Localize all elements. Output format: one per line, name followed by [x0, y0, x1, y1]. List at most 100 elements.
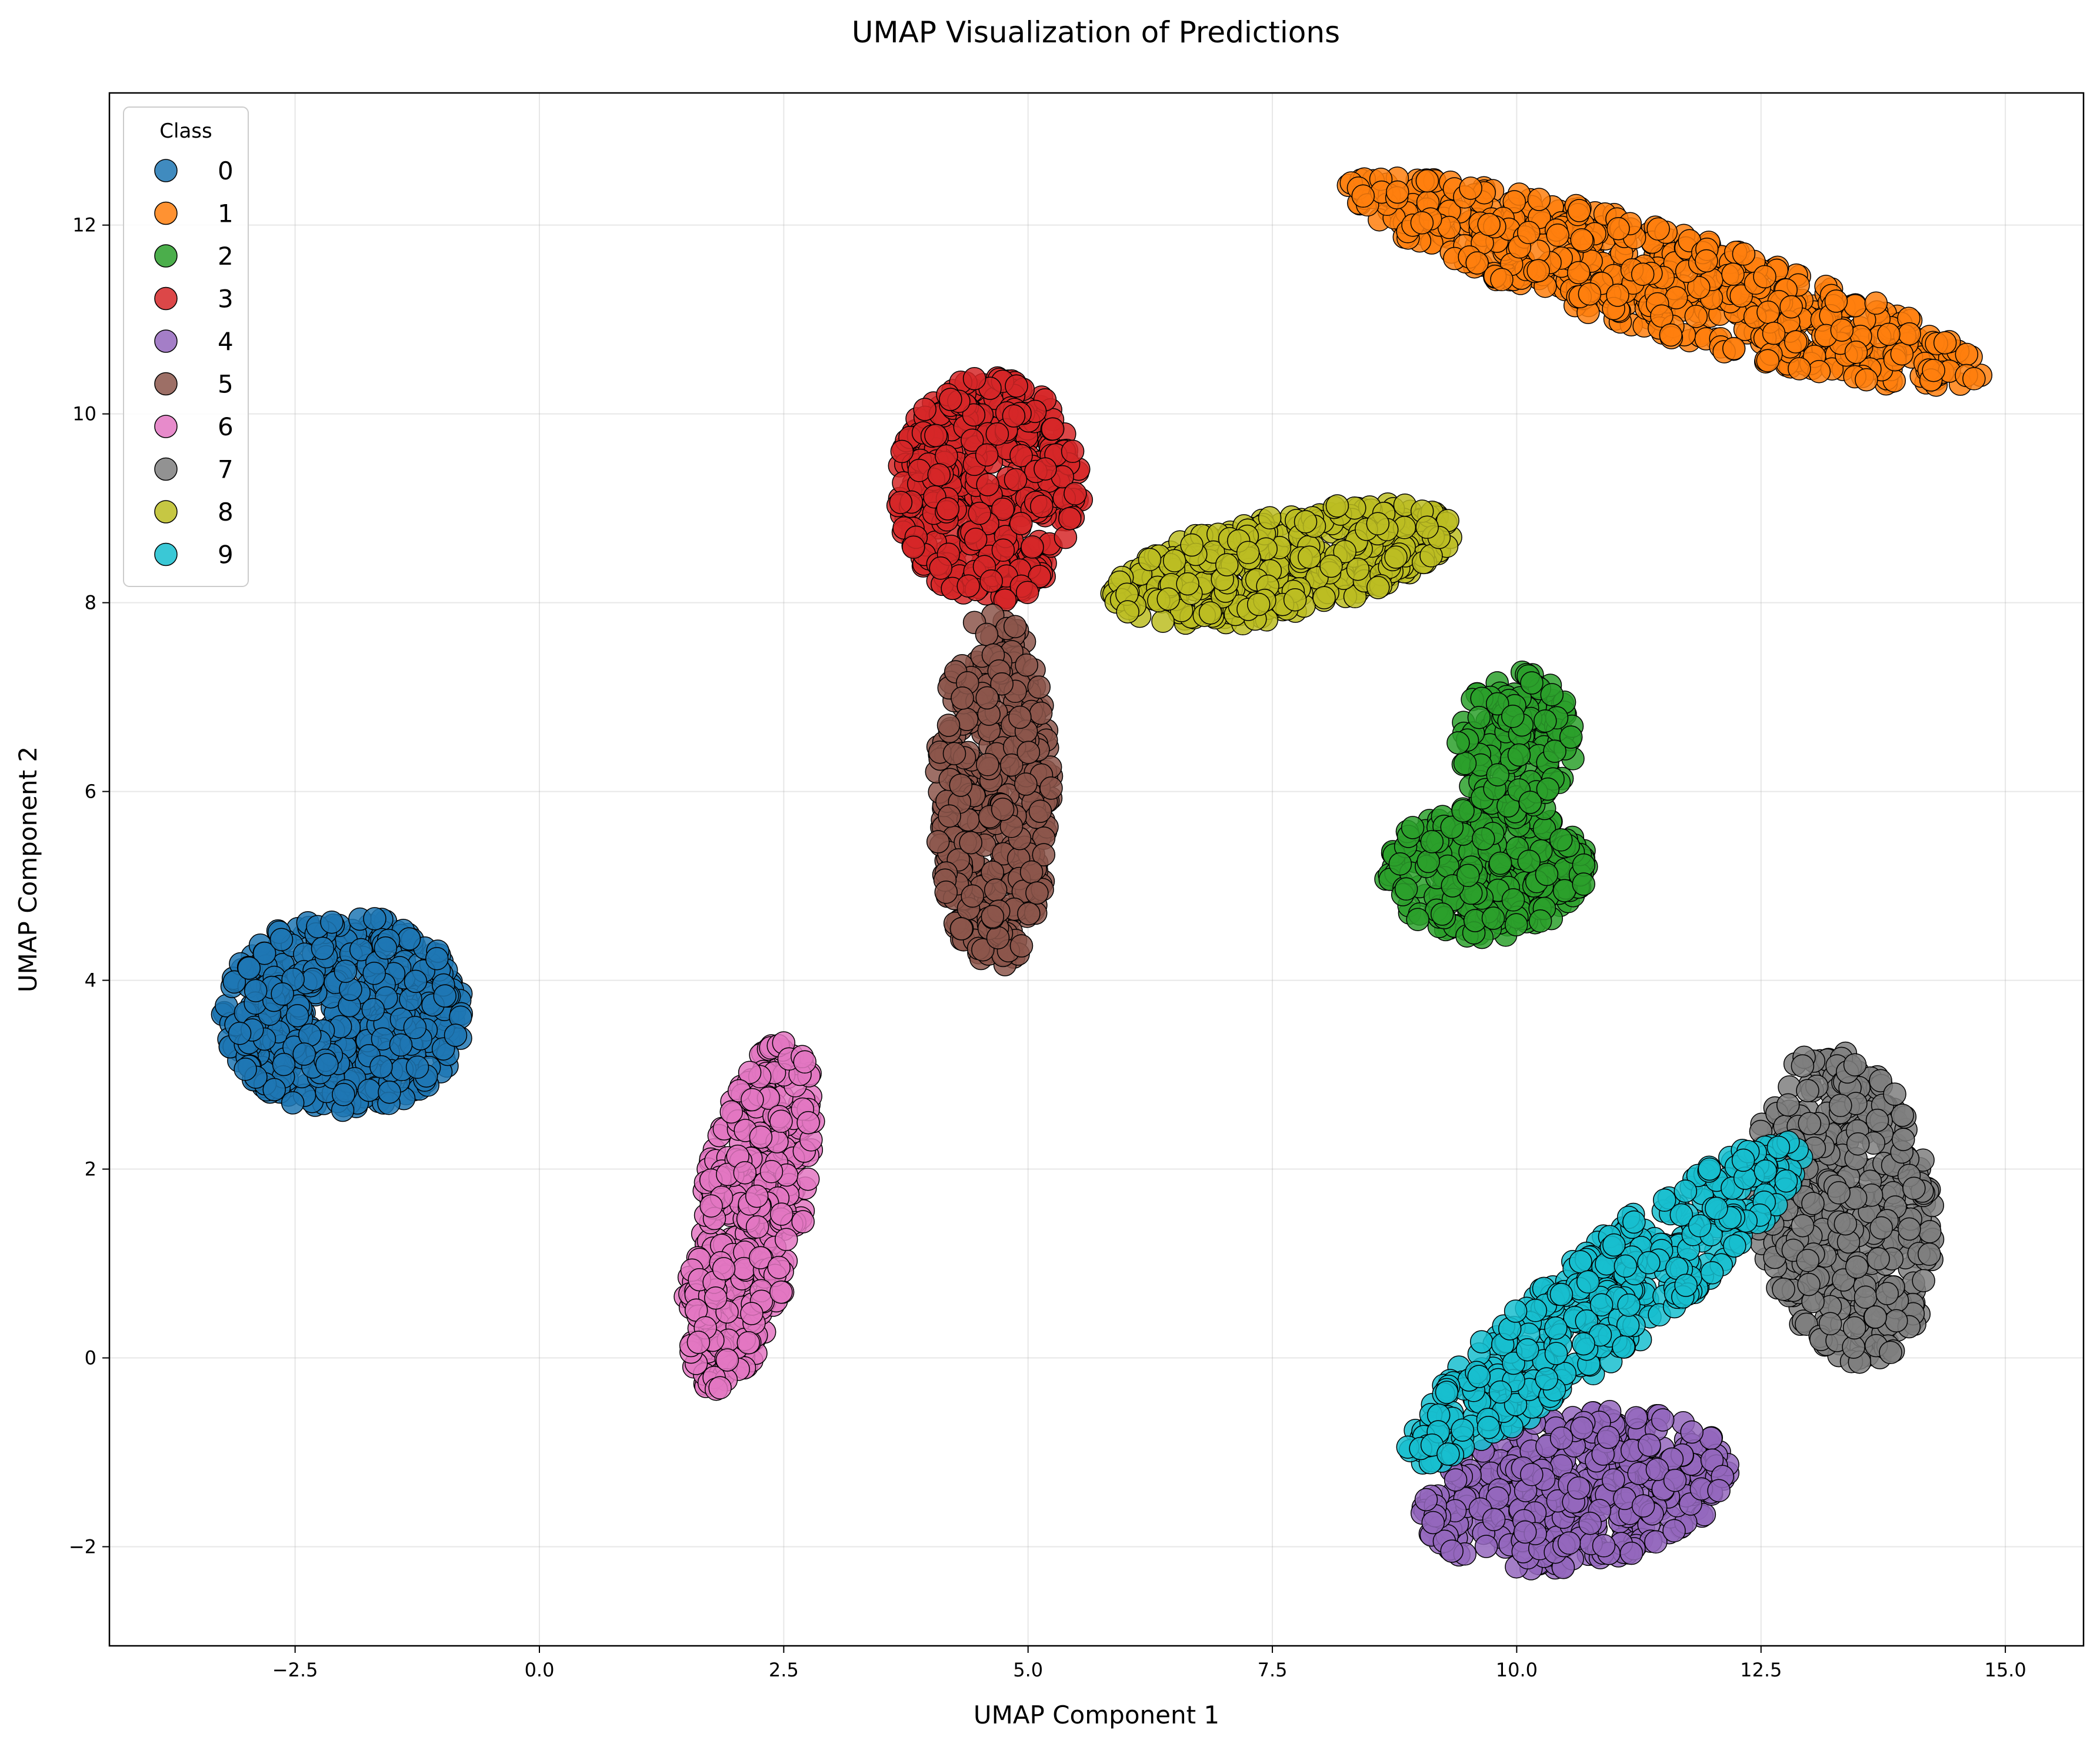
data-point: [740, 1302, 764, 1325]
data-point: [1004, 468, 1028, 492]
data-point: [1016, 741, 1041, 764]
data-point: [1388, 852, 1412, 876]
series-2-points: [1374, 661, 1598, 949]
data-point: [1481, 906, 1505, 930]
data-point: [1535, 1367, 1558, 1391]
data-point: [1631, 1494, 1655, 1518]
data-point: [1312, 586, 1336, 609]
data-point: [1606, 284, 1629, 307]
data-point: [769, 1202, 794, 1226]
data-point: [1366, 512, 1390, 536]
data-point: [1029, 701, 1053, 725]
data-point: [1624, 1406, 1648, 1429]
data-point: [968, 501, 992, 525]
x-tick-label: 0.0: [525, 1659, 555, 1681]
data-point: [397, 927, 421, 951]
data-point: [1557, 1531, 1581, 1555]
data-point: [362, 961, 386, 985]
data-point: [252, 941, 276, 965]
data-point: [1622, 1210, 1646, 1234]
data-point: [1807, 359, 1831, 384]
legend-marker: [154, 415, 178, 438]
data-point: [1015, 581, 1039, 604]
data-point: [1864, 1305, 1887, 1329]
data-point: [1386, 180, 1409, 204]
data-point: [1009, 934, 1034, 958]
data-point: [1041, 417, 1065, 441]
data-point: [712, 1257, 736, 1281]
scatter-points: [211, 166, 1993, 1581]
data-point: [708, 1376, 732, 1399]
data-point: [1700, 1261, 1724, 1285]
legend-label: 7: [218, 455, 234, 484]
data-point: [1440, 1539, 1464, 1563]
data-point: [1008, 705, 1032, 729]
data-point: [902, 535, 925, 559]
data-point: [774, 1228, 798, 1251]
data-point: [1845, 1255, 1869, 1279]
data-point: [269, 928, 294, 952]
data-point: [1486, 763, 1509, 786]
data-point: [1061, 439, 1085, 464]
data-point: [332, 1083, 355, 1106]
data-point: [1501, 705, 1525, 728]
legend-marker: [154, 457, 178, 481]
data-point: [1869, 1216, 1893, 1240]
data-point: [1854, 1285, 1878, 1309]
data-point: [890, 439, 914, 464]
data-point: [1877, 322, 1901, 346]
data-point: [1236, 541, 1260, 565]
legend-label: 2: [218, 242, 234, 271]
data-point: [1884, 1309, 1908, 1333]
data-point: [1674, 1273, 1698, 1297]
data-point: [1688, 1214, 1712, 1238]
data-point: [1687, 276, 1711, 299]
x-tick-label: 7.5: [1258, 1659, 1288, 1681]
data-point: [1064, 482, 1087, 506]
data-point: [1540, 683, 1564, 706]
data-point: [1829, 1093, 1852, 1118]
series-0-points: [211, 907, 474, 1122]
data-point: [1246, 592, 1271, 616]
data-point: [1406, 908, 1429, 931]
data-point: [976, 473, 999, 496]
data-point: [1617, 1293, 1641, 1317]
data-point: [1796, 1079, 1819, 1102]
data-point: [1784, 330, 1808, 354]
y-tick-label: 12: [72, 214, 96, 236]
data-point: [1544, 1342, 1568, 1365]
data-point: [981, 905, 1005, 929]
data-point: [292, 1042, 316, 1066]
data-point: [1451, 1418, 1474, 1442]
data-point: [1572, 872, 1595, 896]
data-point: [1572, 1332, 1595, 1356]
data-point: [942, 742, 966, 765]
data-point: [1536, 777, 1560, 801]
data-point: [1898, 1217, 1921, 1241]
data-point: [959, 831, 982, 855]
data-point: [357, 1078, 381, 1102]
data-point: [1772, 1278, 1795, 1301]
data-point: [1421, 1511, 1445, 1535]
data-point: [907, 459, 931, 482]
data-point: [1394, 877, 1418, 901]
data-point: [1005, 374, 1028, 398]
data-point: [1180, 533, 1204, 557]
data-point: [1549, 828, 1573, 852]
data-point: [889, 491, 913, 514]
data-point: [1955, 342, 1979, 366]
data-point: [1891, 1128, 1915, 1151]
data-point: [234, 1058, 257, 1081]
data-point: [1116, 600, 1139, 624]
data-point: [1567, 1476, 1591, 1500]
chart-title: UMAP Visualization of Predictions: [852, 15, 1340, 49]
data-point: [1476, 1415, 1501, 1439]
data-point: [403, 1016, 427, 1039]
data-point: [949, 774, 973, 797]
data-point: [1842, 1316, 1866, 1340]
data-point: [749, 1125, 773, 1149]
data-point: [949, 917, 974, 941]
data-point: [991, 538, 1015, 562]
data-point: [1401, 816, 1425, 839]
